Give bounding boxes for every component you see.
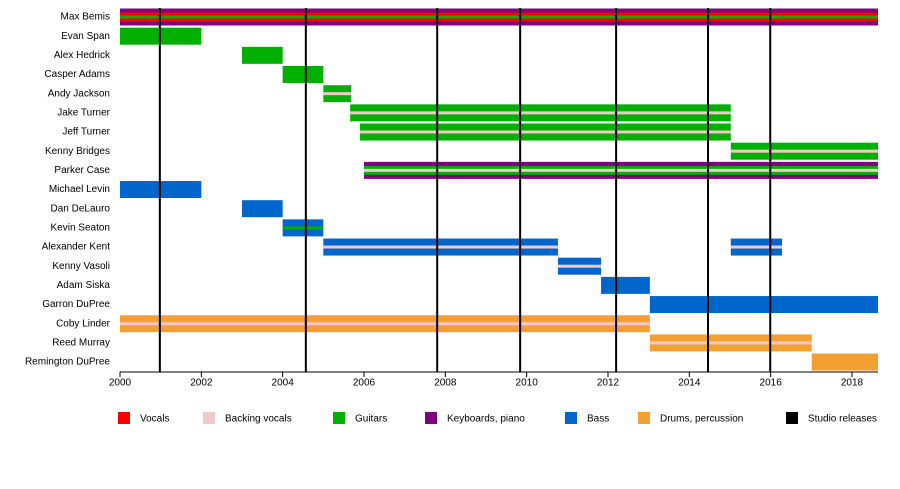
row-label: Jake Turner xyxy=(57,107,110,118)
row-label: Evan Span xyxy=(61,31,110,42)
row-label: Coby Linder xyxy=(56,318,111,329)
row-label: Max Bemis xyxy=(61,12,110,23)
row-label: Dan DeLauro xyxy=(51,203,111,214)
row-label: Remington DuPree xyxy=(25,357,110,368)
legend-swatch xyxy=(203,412,215,424)
row-label: Jeff Turner xyxy=(62,127,110,138)
member-bar xyxy=(811,353,878,371)
member-bar xyxy=(359,130,731,134)
member-bar xyxy=(363,168,878,172)
x-tick-label: 2004 xyxy=(272,378,295,389)
legend-label: Backing vocals xyxy=(225,414,292,425)
x-tick-label: 2002 xyxy=(190,378,213,389)
legend-swatch xyxy=(565,412,577,424)
x-tick-label: 2016 xyxy=(760,378,783,389)
row-label: Michael Levin xyxy=(49,184,110,195)
x-tick-label: 2014 xyxy=(678,378,701,389)
legend-label: Keyboards, piano xyxy=(447,414,525,425)
member-bar xyxy=(649,296,878,314)
member-bar xyxy=(241,200,283,218)
x-tick-label: 2008 xyxy=(434,378,457,389)
member-bar xyxy=(323,245,558,249)
member-bar xyxy=(350,111,731,115)
row-label: Alexander Kent xyxy=(42,242,111,253)
x-tick-label: 2018 xyxy=(841,378,864,389)
row-label: Garron DuPree xyxy=(42,299,110,310)
row-label: Reed Murray xyxy=(52,338,110,349)
member-bar xyxy=(120,322,650,326)
member-bar xyxy=(601,276,650,294)
member-bar xyxy=(323,92,351,96)
member-bar xyxy=(282,226,324,230)
member-bar xyxy=(241,46,283,64)
row-label: Kevin Seaton xyxy=(51,223,111,234)
member-bar xyxy=(730,245,783,249)
member-bar xyxy=(730,149,878,153)
row-label: Adam Siska xyxy=(57,280,111,291)
row-label: Alex Hedrick xyxy=(54,50,111,61)
x-tick-label: 2000 xyxy=(109,378,132,389)
x-tick-label: 2012 xyxy=(597,378,620,389)
member-bar xyxy=(557,264,602,268)
legend-label: Vocals xyxy=(140,414,169,425)
member-bar xyxy=(282,66,324,84)
row-label: Kenny Bridges xyxy=(45,146,110,157)
row-label: Kenny Vasoli xyxy=(52,261,110,272)
legend-label: Studio releases xyxy=(808,414,877,425)
legend-swatch xyxy=(425,412,437,424)
legend-label: Drums, percussion xyxy=(660,414,743,425)
member-bar xyxy=(120,15,878,19)
legend-label: Guitars xyxy=(355,414,387,425)
legend-swatch xyxy=(333,412,345,424)
row-label: Casper Adams xyxy=(44,69,110,80)
legend-label: Bass xyxy=(587,414,609,425)
row-label: Parker Case xyxy=(54,165,110,176)
member-bar xyxy=(649,341,812,345)
legend-swatch xyxy=(786,412,798,424)
legend-swatch xyxy=(118,412,130,424)
x-tick-label: 2010 xyxy=(516,378,539,389)
legend-swatch xyxy=(638,412,650,424)
row-label: Andy Jackson xyxy=(48,88,110,99)
x-tick-label: 2006 xyxy=(353,378,376,389)
